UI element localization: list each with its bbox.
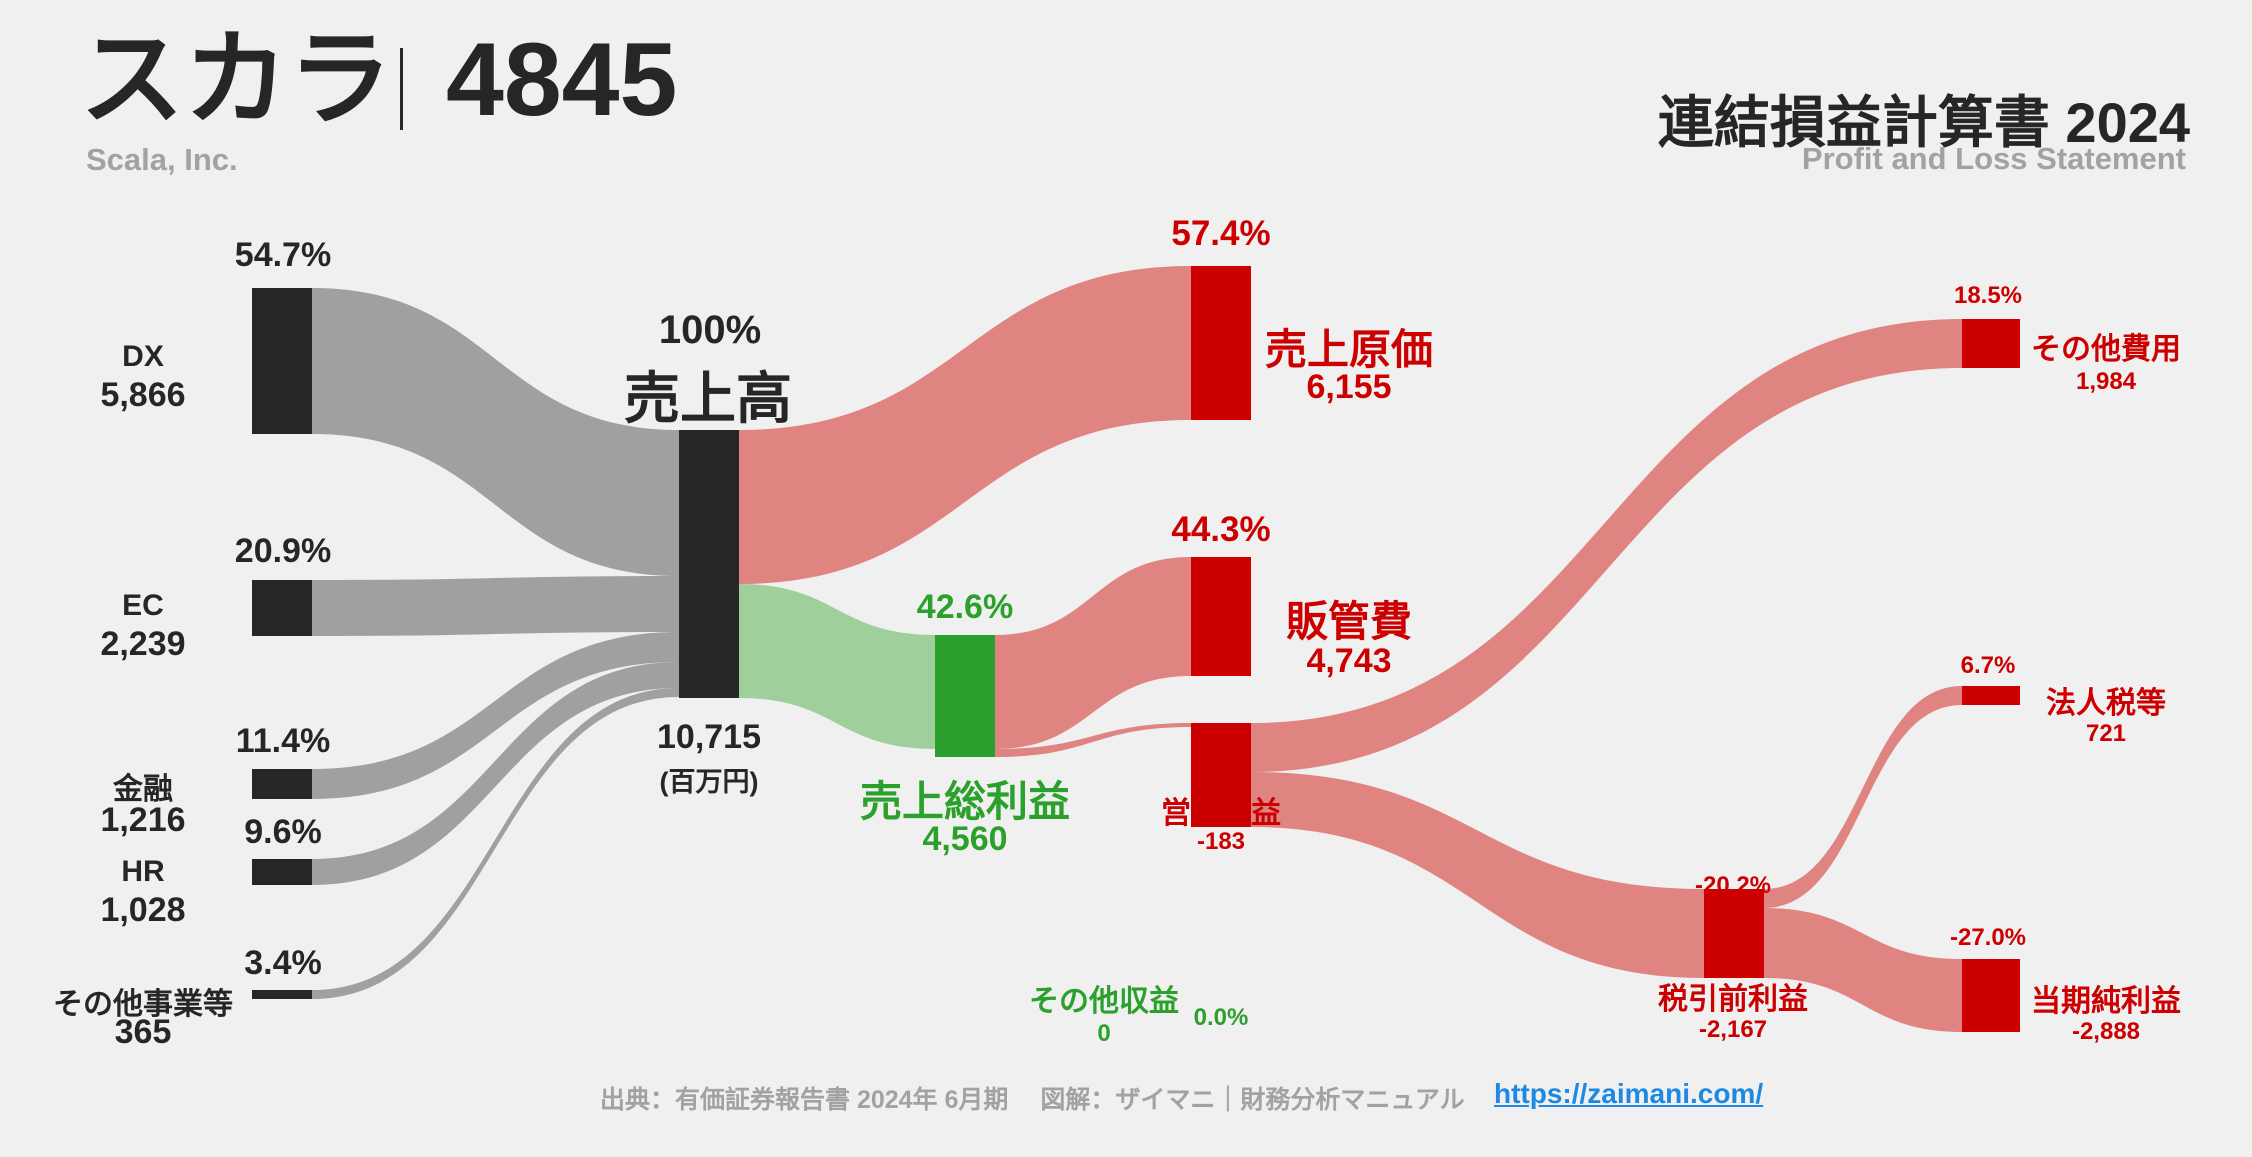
flow-revenue-to-cogs [739,266,1191,584]
flow-op-to-pretax [1251,772,1704,978]
flow-op-to-other_exp [1251,319,1962,772]
flow-dx-to-revenue [312,288,679,576]
other-expense-pct: 18.5% [1953,282,2023,309]
node-op [1191,723,1251,827]
cogs-pct: 57.4% [1171,214,1271,253]
flow-fin-to-revenue [312,632,679,799]
flow-ec-to-revenue [312,576,679,636]
node-ec [252,580,312,636]
ec-pct: 20.9% [234,532,332,570]
tax-pct: 6.7% [1960,652,2016,679]
node-pretax [1704,889,1764,978]
tax-label: 法人税等 [2046,687,2166,720]
flow-pretax-to-tax [1764,686,1962,908]
revenue-pct: 100% [658,308,762,352]
pretax-label: 税引前利益 [1658,983,1808,1016]
node-tax [1962,686,2020,705]
gross-profit-label: 売上総利益 [859,778,1071,825]
source-url-link[interactable]: https://zaimani.com/ [1494,1078,1764,1109]
hr-pct: 9.6% [244,813,322,851]
node-fin [252,769,312,799]
other-segment-pct: 3.4% [244,944,322,982]
other-income-value: 0 [1097,1020,1111,1047]
title-separator [400,48,403,130]
dx-pct: 54.7% [234,236,332,274]
gross-profit-pct: 42.6% [916,588,1014,626]
operating-profit-value: -183 [1196,828,1246,855]
net-income-pct: -27.0% [1949,924,2027,951]
pretax-pct: -20.2% [1694,872,1772,899]
stock-code: 4845 [446,22,678,138]
node-other_exp [1962,319,2020,368]
dx-label: DX [122,340,164,373]
hr-value: 1,028 [100,891,186,929]
dx-value: 5,866 [100,376,186,414]
other-expense-value: 1,984 [2075,368,2137,395]
flow-gross-to-sga [995,557,1191,749]
sga-label: 販管費 [1285,598,1413,645]
flow-revenue-to-gross [739,584,935,749]
source-note: 出典：有価証券報告書 2024年 6月期 図解：ザイマニ｜財務分析マニュアル [600,1086,1465,1114]
other-income-label: その他収益 [1029,985,1179,1018]
revenue-label: 売上高 [624,367,792,430]
finance-label: 金融 [113,773,173,806]
net-income-value: -2,888 [2071,1018,2141,1045]
node-cogs [1191,266,1251,420]
node-dx [252,288,312,434]
operating-profit-label: 営業利益 [1161,797,1281,830]
node-gross [935,635,995,757]
pretax-value: -2,167 [1698,1016,1768,1043]
other-segment-label: その他事業等 [53,988,233,1021]
node-net [1962,959,2020,1032]
ec-label: EC [122,589,164,622]
net-income-label: 当期純利益 [2031,985,2181,1018]
cogs-value: 6,155 [1306,368,1392,406]
other-income-pct: 0.0% [1193,1004,1249,1031]
cogs-label: 売上原価 [1264,326,1434,373]
company-name-en: Scala, Inc. [86,142,238,177]
finance-pct: 11.4% [235,722,331,760]
other-expense-label: その他費用 [2031,333,2181,366]
node-hr [252,859,312,885]
node-other_seg [252,990,312,999]
statement-title: 連結損益計算書 2024 [1657,91,2190,154]
revenue-value: 10,715 [657,718,761,756]
node-revenue [679,430,739,698]
flow-other_seg-to-revenue [312,688,679,999]
gross-profit-value: 4,560 [922,820,1008,858]
flow-hr-to-revenue [312,662,679,885]
tax-value: 721 [2085,720,2127,747]
hr-label: HR [121,855,165,888]
sga-pct: 44.3% [1171,510,1271,549]
other-segment-value: 365 [114,1013,172,1051]
company-name: スカラ [80,22,393,138]
unit-label: (百万円) [659,767,759,797]
flow-gross-to-op [995,723,1191,757]
finance-value: 1,216 [100,801,186,839]
node-sga [1191,557,1251,676]
statement-title-en: Profit and Loss Statement [1801,141,2186,176]
ec-value: 2,239 [100,625,186,663]
sga-value: 4,743 [1306,642,1392,680]
flow-pretax-to-net [1764,908,1962,1032]
